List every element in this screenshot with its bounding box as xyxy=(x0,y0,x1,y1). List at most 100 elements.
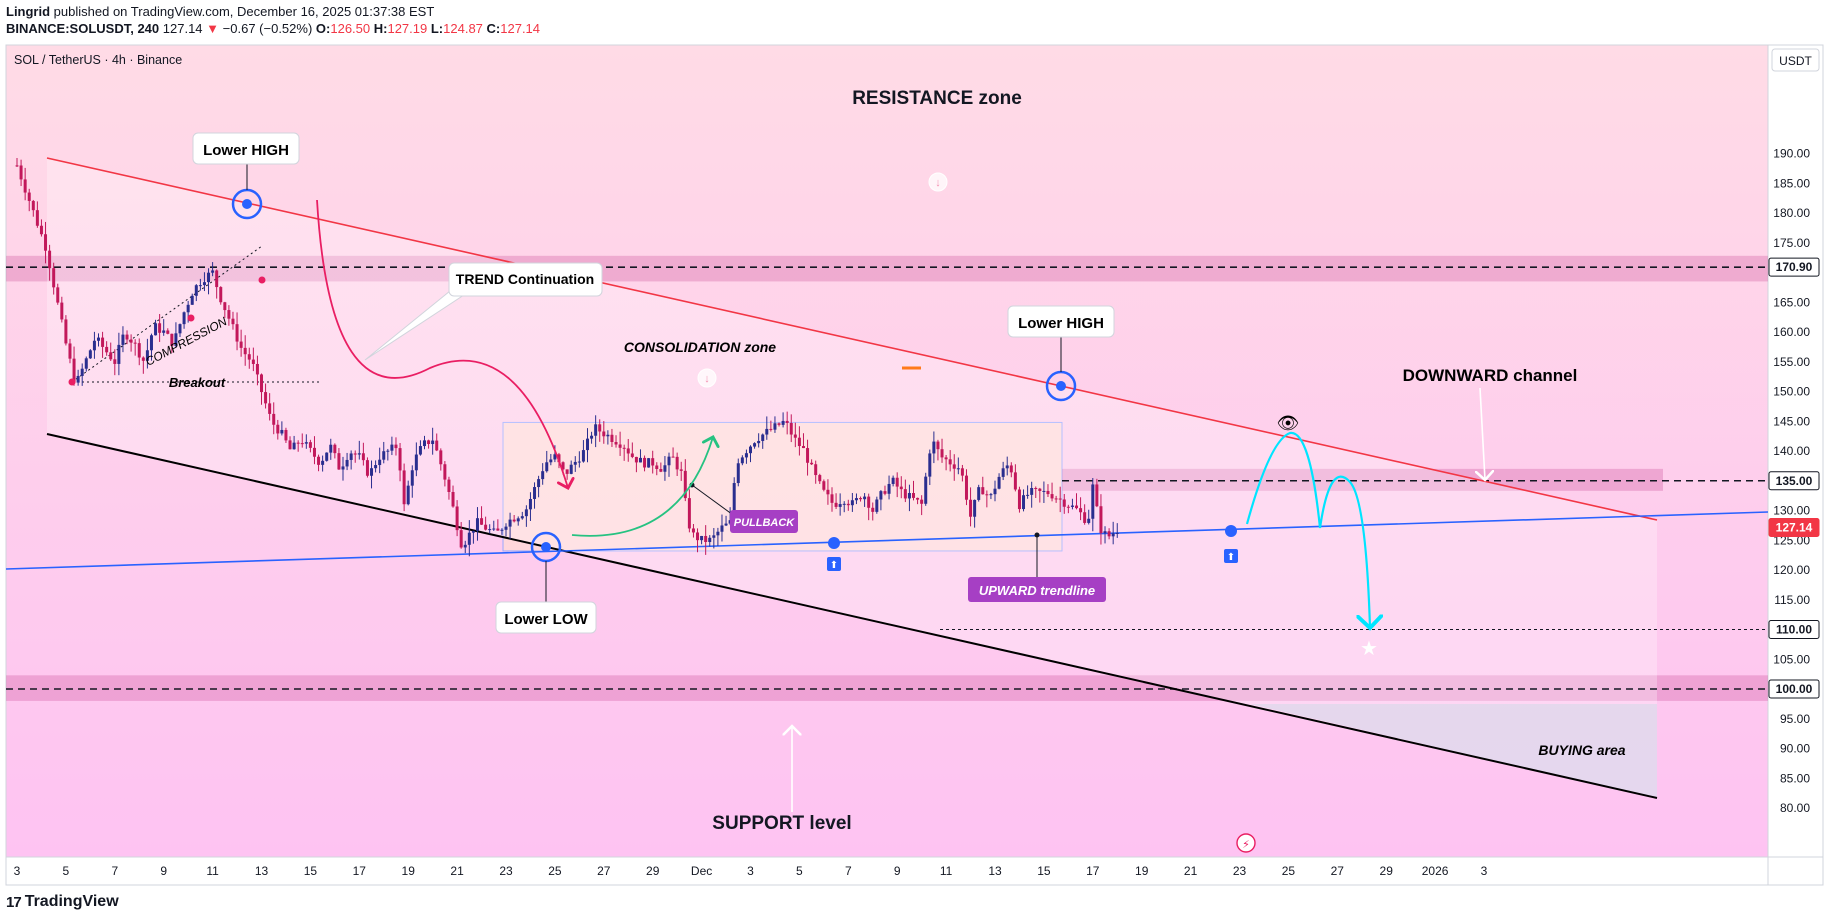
level-price-tag xyxy=(1768,620,1820,639)
time-tick-label: 13 xyxy=(988,864,1002,878)
candle-up xyxy=(993,488,997,495)
candle-down xyxy=(814,464,818,476)
price-axis-background[interactable] xyxy=(1767,44,1824,858)
candle-up xyxy=(850,500,854,506)
candle-up xyxy=(117,344,121,364)
candle-up xyxy=(174,333,178,346)
candle-up xyxy=(932,441,936,454)
candle-up xyxy=(545,462,549,472)
candle-down xyxy=(679,469,683,471)
candle-down xyxy=(284,429,288,441)
candle-up xyxy=(1091,484,1095,519)
pullback-arrow xyxy=(571,437,713,537)
candle-up xyxy=(732,483,736,521)
time-tick-label: 11 xyxy=(206,864,219,878)
candle-up xyxy=(280,429,284,434)
candle-down xyxy=(964,475,968,500)
candle-down xyxy=(166,330,170,334)
breakout-label: Breakout xyxy=(169,375,226,390)
trendline-touch-dot xyxy=(1225,525,1237,537)
price-tick-label: 175.00 xyxy=(1773,236,1810,250)
candle-down xyxy=(789,422,793,435)
candle-up xyxy=(198,285,202,287)
candle-down xyxy=(31,200,35,211)
candle-down xyxy=(916,497,920,500)
candle-down xyxy=(105,346,109,353)
candle-down xyxy=(276,424,280,434)
currency-button-label[interactable]: USDT xyxy=(1779,54,1812,68)
price-tick-label: 155.00 xyxy=(1773,355,1810,369)
support-zone-band xyxy=(6,675,1768,701)
trendline-touch-dot xyxy=(828,537,840,549)
time-tick-label: 25 xyxy=(1282,864,1296,878)
candle-down xyxy=(912,493,915,498)
candle-up xyxy=(471,530,475,533)
candle-up xyxy=(418,446,422,455)
last-price: 127.14 xyxy=(162,21,203,36)
candle-down xyxy=(64,319,68,344)
price-tick-label: 115.00 xyxy=(1774,593,1810,607)
author-name[interactable]: Lingrid xyxy=(6,4,51,19)
candle-down xyxy=(969,499,973,517)
candle-down xyxy=(830,494,834,503)
mid-resistance-band xyxy=(1062,468,1663,491)
candle-up xyxy=(541,471,545,480)
currency-button[interactable] xyxy=(1771,48,1820,72)
candle-down xyxy=(610,434,614,442)
time-tick-label: 13 xyxy=(255,864,269,878)
time-tick-label: 2026 xyxy=(1422,864,1449,878)
candle-down xyxy=(655,465,659,470)
candle-up xyxy=(667,456,671,466)
candle-up xyxy=(781,420,785,425)
down-event-icon xyxy=(697,368,717,388)
ohlc-header: BINANCE:SOLUSDT, 240 127.14 ▼ −0.67 (−0.… xyxy=(6,21,540,36)
lower-low-callout xyxy=(495,601,597,634)
candle-down xyxy=(691,528,695,533)
candle-up xyxy=(1030,487,1034,495)
down-arrow-icon: ↓ xyxy=(935,177,941,189)
low-label: L: xyxy=(430,21,444,36)
price-tick-label: 165.00 xyxy=(1773,295,1810,309)
open-value: 126.50 xyxy=(330,21,371,36)
candle-up xyxy=(492,528,496,530)
down-arrow-icon: ▼ xyxy=(206,21,220,36)
candle-down xyxy=(675,456,679,470)
time-axis-background[interactable] xyxy=(5,856,1769,886)
candle-down xyxy=(451,491,455,507)
candle-down xyxy=(634,456,638,463)
candle-down xyxy=(822,481,826,490)
candle-up xyxy=(162,330,166,333)
candle-down xyxy=(859,498,863,500)
high-label: H: xyxy=(373,21,388,36)
candle-down xyxy=(618,444,622,448)
candle-up xyxy=(1070,505,1074,507)
candle-down xyxy=(630,453,634,457)
candle-up xyxy=(406,485,410,505)
candle-down xyxy=(443,464,447,480)
candle-up xyxy=(1115,532,1119,534)
candle-down xyxy=(512,519,516,522)
candle-down xyxy=(402,470,406,505)
up-signal-icon xyxy=(1224,549,1238,563)
time-tick-label: 17 xyxy=(353,864,367,878)
candle-up xyxy=(549,459,553,463)
current-price-tag xyxy=(1768,518,1820,538)
candle-down xyxy=(602,431,606,437)
candle-down xyxy=(427,440,431,445)
trendline-anchor-dot xyxy=(1034,532,1040,538)
price-tag-label: 135.00 xyxy=(1776,474,1813,488)
candle-up xyxy=(1042,490,1046,492)
pivot-dot xyxy=(242,199,252,209)
time-tick-label: 21 xyxy=(1184,864,1198,878)
candle-up xyxy=(475,518,479,531)
candle-up xyxy=(537,479,541,488)
chart-title: SOL / TetherUS · 4h · Binance xyxy=(14,53,182,67)
candle-up xyxy=(508,519,512,527)
candle-up xyxy=(423,440,426,447)
support-level-label: SUPPORT level xyxy=(712,813,851,834)
candle-down xyxy=(227,310,231,319)
pullback-badge xyxy=(730,510,798,533)
candle-down xyxy=(895,477,899,487)
tradingview-footer[interactable]: 17 TradingView xyxy=(6,893,119,911)
